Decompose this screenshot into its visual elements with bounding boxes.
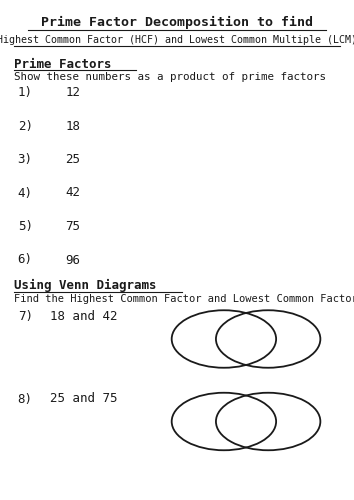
Text: Show these numbers as a product of prime factors: Show these numbers as a product of prime… (14, 72, 326, 83)
Text: 25: 25 (65, 153, 80, 166)
Text: 12: 12 (65, 86, 80, 99)
Text: 3): 3) (18, 153, 33, 166)
Text: 18: 18 (65, 120, 80, 132)
Text: 2): 2) (18, 120, 33, 132)
Text: Highest Common Factor (HCF) and Lowest Common Multiple (LCM): Highest Common Factor (HCF) and Lowest C… (0, 35, 354, 45)
Text: 8): 8) (18, 392, 33, 406)
Text: 18 and 42: 18 and 42 (50, 310, 117, 323)
Text: 75: 75 (65, 220, 80, 233)
Text: 4): 4) (18, 186, 33, 200)
Text: Prime Factors: Prime Factors (14, 58, 112, 70)
Text: 6): 6) (18, 254, 33, 266)
Text: 96: 96 (65, 254, 80, 266)
Text: 1): 1) (18, 86, 33, 99)
Text: 7): 7) (18, 310, 33, 323)
Text: 5): 5) (18, 220, 33, 233)
Text: Using Venn Diagrams: Using Venn Diagrams (14, 279, 157, 292)
Text: Prime Factor Decomposition to find: Prime Factor Decomposition to find (41, 16, 313, 29)
Text: 25 and 75: 25 and 75 (50, 392, 117, 406)
Text: Find the Highest Common Factor and Lowest Common Factor of: Find the Highest Common Factor and Lowes… (14, 294, 354, 304)
Text: 42: 42 (65, 186, 80, 200)
